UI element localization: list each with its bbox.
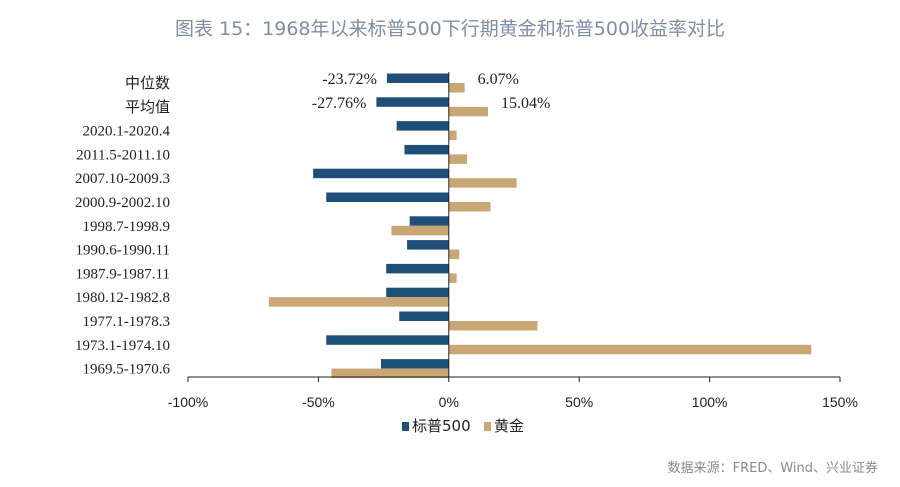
category-label: 平均值 bbox=[125, 99, 170, 116]
category-label: 中位数 bbox=[125, 75, 170, 92]
legend-swatch-gold bbox=[484, 422, 491, 431]
sp500-bar bbox=[407, 240, 449, 250]
gold-data-label: 15.04% bbox=[501, 95, 550, 112]
sp500-bar bbox=[386, 263, 449, 274]
sp500-bar bbox=[380, 359, 449, 369]
sp500-bar bbox=[313, 168, 449, 179]
gold-bar bbox=[391, 225, 449, 236]
category-label: 1990.6-1990.11 bbox=[76, 243, 170, 259]
gold-bar bbox=[448, 249, 460, 260]
chart-title: 图表 15：1968年以来标普500下行期黄金和标普500收益率对比 bbox=[174, 18, 726, 40]
category-label: 1998.7-1998.9 bbox=[83, 219, 171, 235]
gold-bar bbox=[448, 273, 457, 283]
category-label: 1977.1-1978.3 bbox=[83, 314, 171, 330]
sp500-bar bbox=[404, 144, 449, 155]
x-tick-label: -50% bbox=[302, 394, 335, 410]
sp500-data-label: -27.76% bbox=[312, 95, 367, 112]
sp500-bar bbox=[386, 73, 449, 83]
gold-bar bbox=[448, 178, 517, 188]
sp500-data-label: -23.72% bbox=[322, 71, 377, 88]
legend-label-gold: 黄金 bbox=[494, 417, 524, 435]
sp500-bar bbox=[326, 192, 449, 202]
gold-bar bbox=[448, 321, 538, 331]
x-tick-label: 100% bbox=[692, 394, 728, 410]
category-label: 2007.10-2009.3 bbox=[75, 171, 170, 187]
gold-bar bbox=[448, 130, 457, 141]
source-note: 数据来源：FRED、Wind、兴业证券 bbox=[667, 461, 878, 476]
category-label: 1969.5-1970.6 bbox=[83, 362, 171, 378]
x-tick-label: 0% bbox=[439, 394, 459, 410]
sp500-bar bbox=[326, 335, 449, 345]
sp500-bar bbox=[376, 97, 449, 107]
gold-bar bbox=[448, 106, 489, 117]
gold-bar bbox=[268, 297, 449, 307]
sp500-bar bbox=[396, 121, 449, 131]
category-label: 2020.1-2020.4 bbox=[83, 124, 171, 140]
category-label: 1987.9-1987.11 bbox=[76, 266, 170, 282]
gold-bar bbox=[448, 154, 468, 164]
gold-bar bbox=[448, 83, 465, 93]
gold-bar bbox=[448, 344, 812, 355]
category-label: 1980.12-1982.8 bbox=[75, 290, 170, 306]
gold-bar bbox=[331, 368, 449, 379]
x-tick-label: 50% bbox=[565, 394, 593, 410]
gold-bar bbox=[448, 202, 491, 212]
legend-label-sp500: 标普500 bbox=[412, 417, 471, 435]
x-tick-label: -100% bbox=[168, 394, 208, 410]
category-label: 2011.5-2011.10 bbox=[76, 147, 170, 163]
gold-data-label: 6.07% bbox=[478, 71, 519, 88]
category-label: 2000.9-2002.10 bbox=[75, 195, 170, 211]
sp500-bar bbox=[409, 216, 449, 226]
sp500-bar bbox=[386, 287, 449, 298]
sp500-bar bbox=[399, 311, 449, 321]
legend-swatch-sp500 bbox=[402, 422, 409, 431]
x-tick-label: 150% bbox=[822, 394, 858, 410]
category-label: 1973.1-1974.10 bbox=[75, 338, 170, 354]
